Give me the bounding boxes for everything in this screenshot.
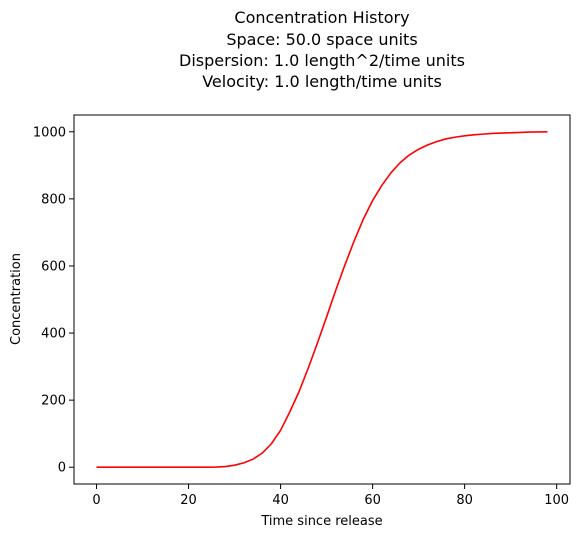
x-tick-label: 60 <box>364 493 381 508</box>
y-tick-label: 200 <box>41 394 66 409</box>
y-tick-label: 1000 <box>33 125 66 140</box>
x-tick-label: 40 <box>272 493 289 508</box>
title-line-1: Concentration History <box>234 8 409 27</box>
title-line-4: Velocity: 1.0 length/time units <box>202 72 442 91</box>
y-tick-label: 600 <box>41 259 66 274</box>
x-axis-label: Time since release <box>260 514 382 529</box>
series-layer <box>96 130 548 469</box>
y-axis-label: Concentration <box>9 253 24 345</box>
x-tick-label: 20 <box>180 493 197 508</box>
y-axis-ticks: 0 200 400 600 800 1000 <box>33 125 74 476</box>
series-line-0 <box>96 130 548 469</box>
y-tick-label: 0 <box>58 461 66 476</box>
title-line-2: Space: 50.0 space units <box>226 30 417 49</box>
x-tick-label: 0 <box>92 493 100 508</box>
x-axis-ticks: 0 20 40 60 80 100 <box>92 484 569 508</box>
x-tick-label: 80 <box>456 493 473 508</box>
title-line-3: Dispersion: 1.0 length^2/time units <box>179 51 465 70</box>
x-tick-label: 100 <box>544 493 569 508</box>
plot-area <box>73 114 571 485</box>
y-tick-label: 400 <box>41 327 66 342</box>
y-tick-label: 800 <box>41 192 66 207</box>
chart-title: Concentration History Space: 50.0 space … <box>179 8 465 91</box>
